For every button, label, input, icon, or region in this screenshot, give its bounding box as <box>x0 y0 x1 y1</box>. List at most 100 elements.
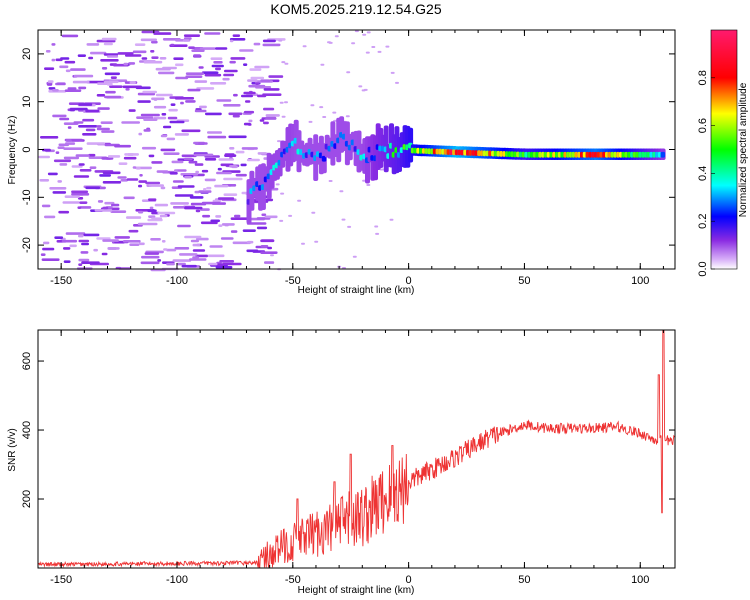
spectrogram-cell <box>267 246 272 250</box>
spectrogram-cell <box>72 80 90 84</box>
spectrogram-cell <box>70 68 86 71</box>
spectrogram-y-tick-label: 0 <box>21 146 33 152</box>
spectrogram-cell <box>180 173 199 176</box>
spectrogram-cell <box>174 169 178 172</box>
spectrogram-cell <box>222 262 242 266</box>
spectrogram-cell <box>215 215 222 218</box>
spectrogram-cell <box>173 57 184 60</box>
spectrogram-cell <box>189 196 204 199</box>
spectrogram-cell <box>143 129 151 132</box>
snr-x-tick-label: 100 <box>631 574 649 586</box>
spectrogram-cell <box>99 174 111 177</box>
spectrogram-cell <box>156 170 169 173</box>
spectrogram-cell <box>73 175 90 178</box>
spectrogram-cell <box>73 74 94 78</box>
spectrogram-cell <box>196 237 209 241</box>
spectrogram-cell <box>75 154 90 157</box>
spectrogram-cell <box>143 60 163 64</box>
spectrogram-cell <box>145 181 161 185</box>
spectrogram-cell <box>351 42 356 45</box>
spectrogram-cell <box>389 218 394 221</box>
spectrogram-cell <box>137 100 151 103</box>
spectrogram-cell <box>261 213 267 217</box>
spectrogram-cell <box>126 216 142 219</box>
spectrogram-cell <box>194 190 200 194</box>
spectrogram-cell <box>144 252 160 255</box>
spectrogram-cell <box>138 210 144 214</box>
spectrogram-cell <box>366 184 371 186</box>
spectrogram-cell <box>253 42 261 46</box>
spectrogram-cell <box>189 258 207 261</box>
spectrogram-cell <box>362 33 367 36</box>
spectrogram-cell <box>85 186 101 190</box>
spectrogram-cell <box>52 114 67 118</box>
spectrogram-cell <box>207 131 222 134</box>
snr-y-ticks: 200 400 600 <box>21 352 675 508</box>
spectrogram-cell <box>260 245 269 248</box>
spectrogram-cell <box>208 262 218 266</box>
spectrogram-cell <box>65 69 71 73</box>
snr-x-tick-label: 0 <box>406 574 412 586</box>
spectrogram-cell <box>149 206 154 210</box>
spectrogram-cell <box>151 40 158 44</box>
spectrogram-cell <box>301 242 305 245</box>
spectrogram-cell <box>243 91 256 95</box>
spectrogram-cell <box>107 155 121 158</box>
spectrogram-cell <box>140 38 157 42</box>
spectrogram-cell <box>247 79 258 82</box>
spectrogram-cell <box>138 180 147 183</box>
spectrogram-cell <box>218 158 234 161</box>
spectrogram-cell <box>184 235 202 239</box>
spectrogram-cell <box>44 215 56 219</box>
spectrogram-cell <box>320 63 325 66</box>
spectrogram-cell <box>151 97 165 101</box>
colorbar-tick-label: 0.0 <box>697 261 709 276</box>
colorbar-ticks: 0.0 0.2 0.4 0.6 0.8 <box>697 70 715 277</box>
spectrogram-cell <box>137 222 158 226</box>
spectrogram-cell <box>171 160 184 164</box>
colorbar: 0.0 0.2 0.4 0.6 0.8 Normalized spectral ampl… <box>697 29 749 277</box>
spectrogram-cell <box>38 155 50 159</box>
spectrogram-cell <box>319 106 324 109</box>
spectrogram-cell <box>117 52 134 55</box>
spectrogram-cell <box>334 35 339 38</box>
snr-y-tick-label: 200 <box>21 490 33 508</box>
spectrogram-cell <box>280 192 285 195</box>
spectrogram-cell <box>172 206 186 209</box>
spectrogram-cell <box>354 30 359 33</box>
spectrogram-cell <box>89 166 97 169</box>
spectrogram-cell <box>246 222 267 225</box>
spectrogram-cell <box>40 136 59 139</box>
spectrogram-cell <box>310 104 315 107</box>
spectrogram-cell <box>104 72 120 76</box>
spectrogram-cell <box>195 170 199 174</box>
spectrogram-cell <box>148 184 164 187</box>
spectrogram-cell <box>223 177 243 181</box>
spectrogram-cell <box>214 184 229 188</box>
spectrogram-cell <box>101 37 117 41</box>
spectrogram-cell <box>229 60 236 64</box>
spectrogram-cell <box>191 49 205 52</box>
spectrogram-cell <box>65 142 76 145</box>
spectrogram-cell <box>203 188 207 191</box>
snr-panel: -150 -100 -50 0 50 100 200 400 600 Height of st… <box>7 329 676 596</box>
spectrogram-cell <box>205 112 222 116</box>
spectrogram-cell <box>281 61 286 64</box>
spectrogram-cell <box>243 110 255 114</box>
spectrogram-cell <box>78 103 93 106</box>
spectrogram-cell <box>278 39 283 42</box>
spectrogram-x-tick-label: -50 <box>285 275 301 287</box>
spectrogram-cell <box>71 165 83 168</box>
spectrogram-cell <box>265 114 280 117</box>
spectrogram-cell <box>195 209 201 213</box>
spectrogram-cell <box>262 39 276 43</box>
colorbar-frame <box>710 29 738 270</box>
spectrogram-cell <box>97 200 104 203</box>
spectrogram-cell <box>212 199 222 203</box>
spectrogram-cell <box>126 178 139 181</box>
spectrogram-cell <box>101 67 108 70</box>
spectrogram-cell <box>136 116 154 119</box>
spectrogram-cell <box>160 134 168 138</box>
spectrogram-cell <box>69 108 75 112</box>
spectrogram-cell <box>114 144 131 148</box>
